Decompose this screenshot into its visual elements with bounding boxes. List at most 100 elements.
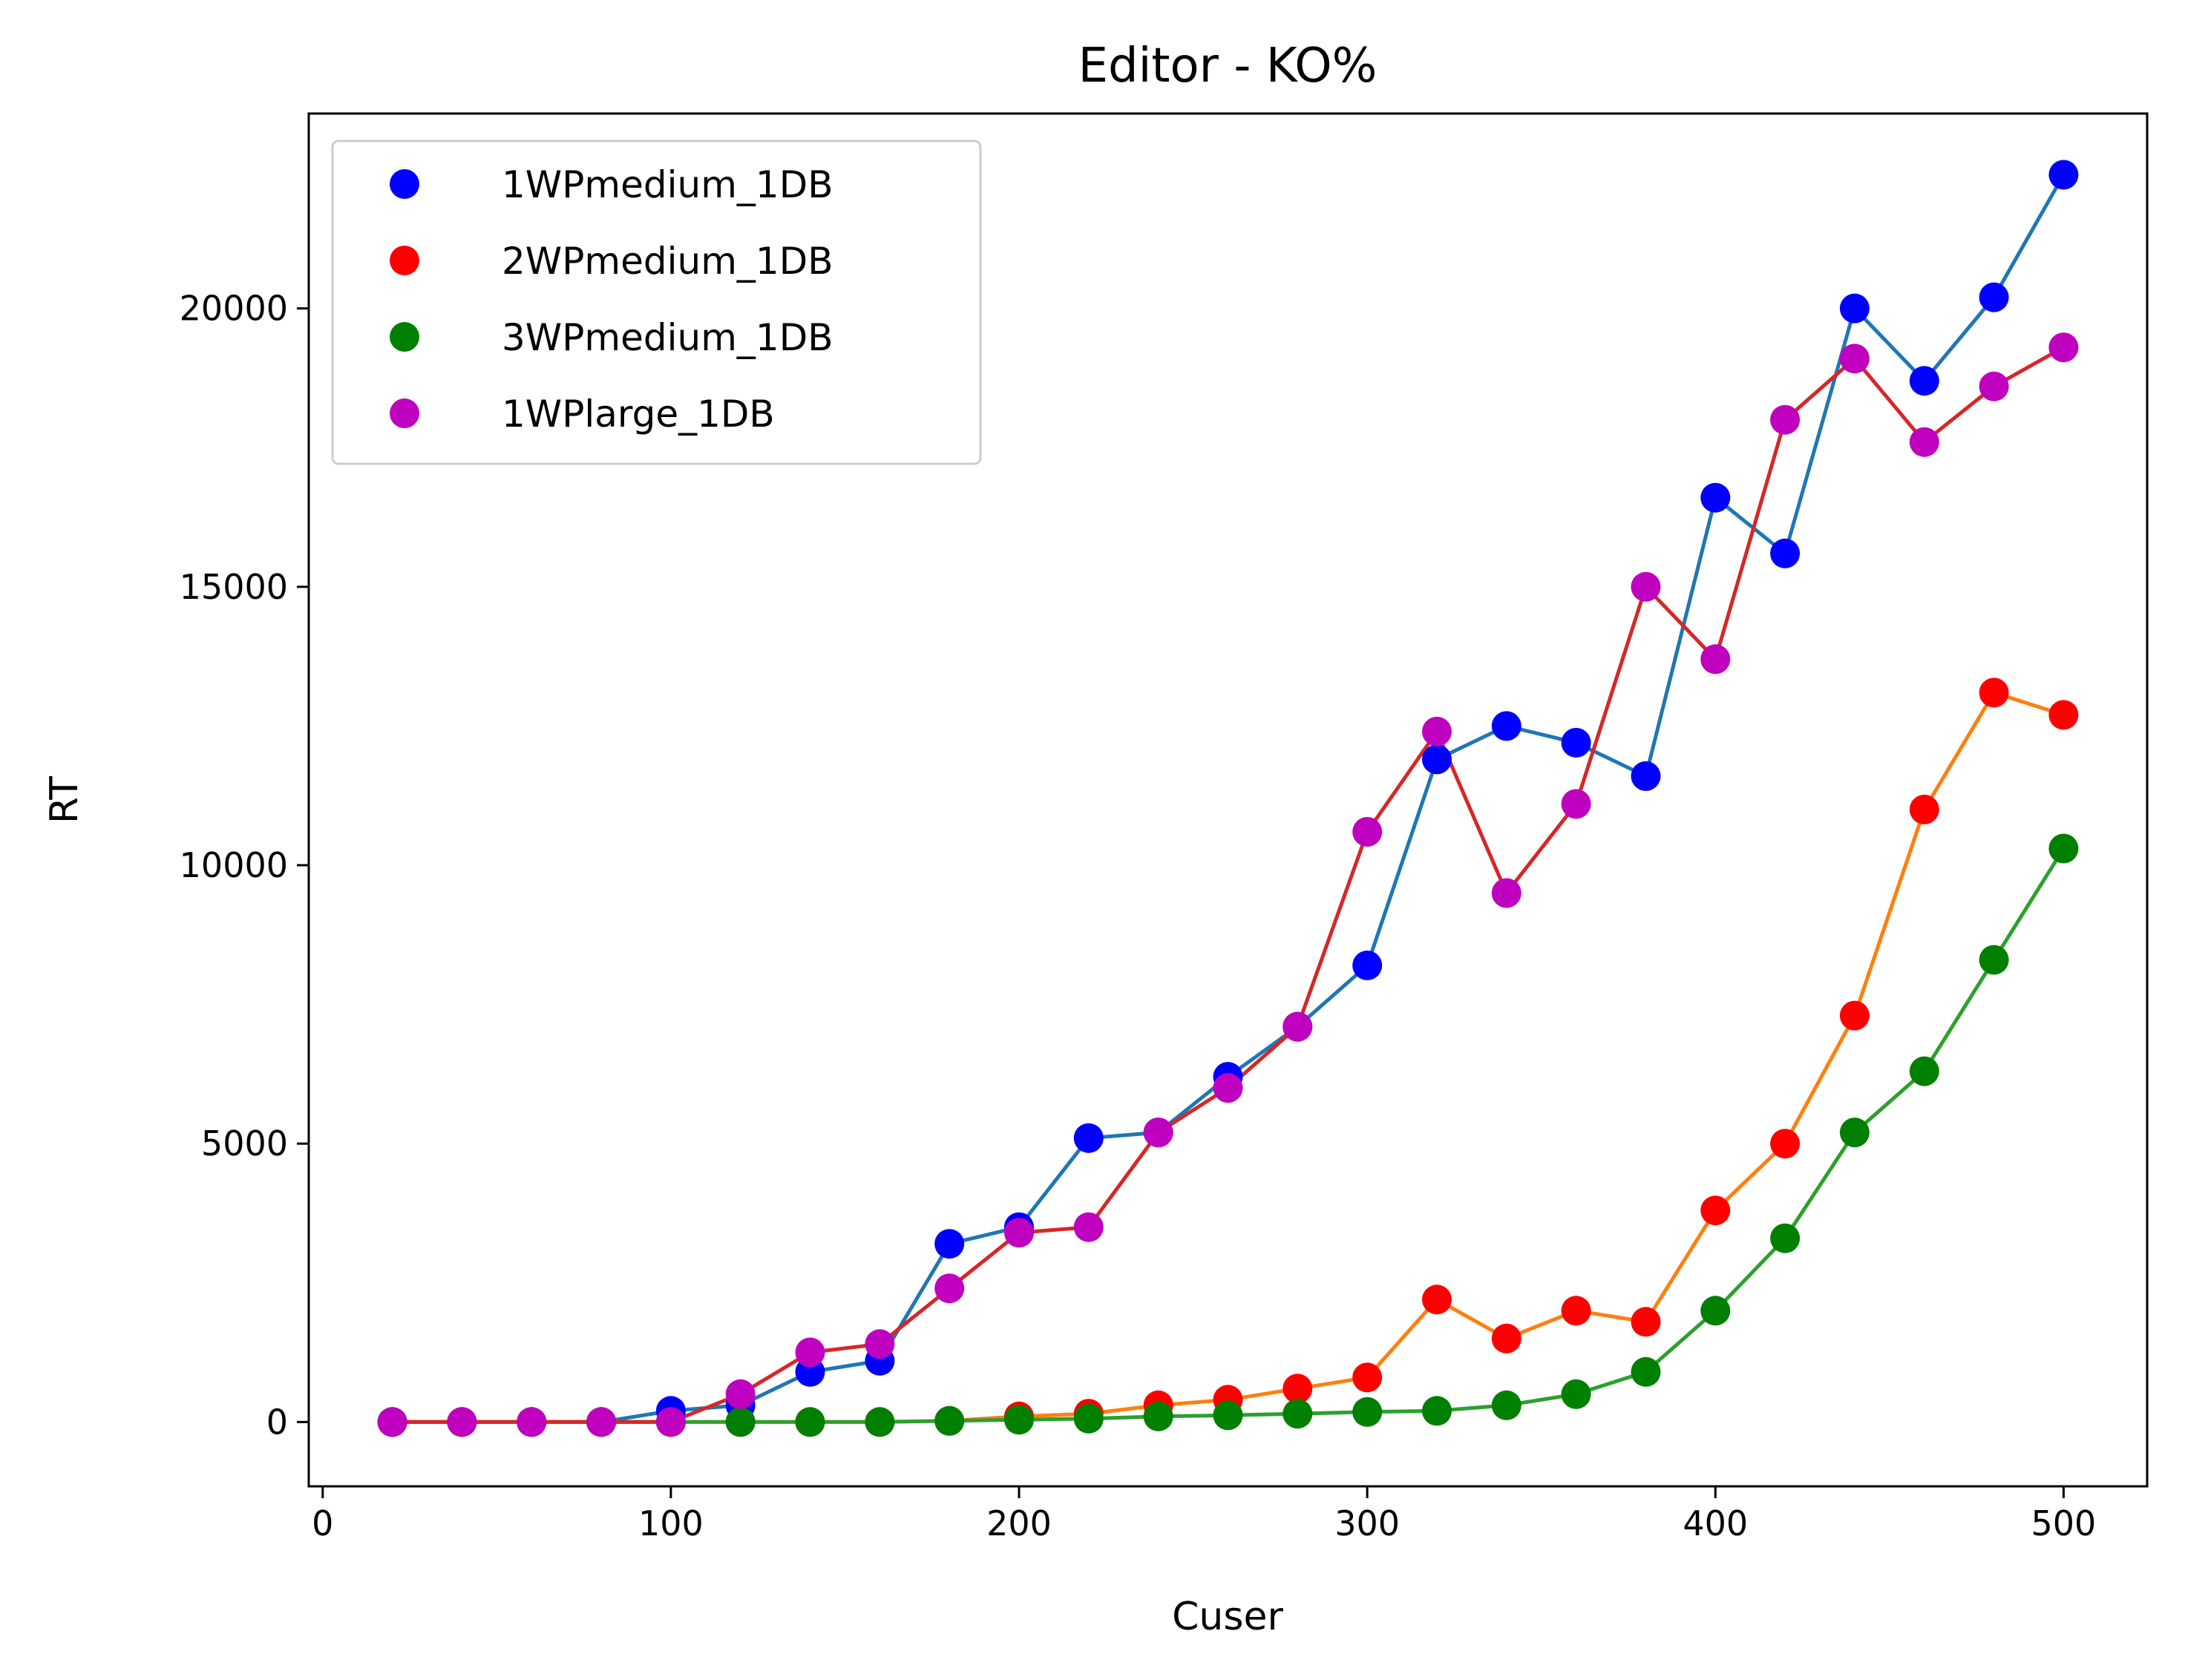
data-point-s4-320 bbox=[1422, 716, 1452, 747]
series-points bbox=[377, 160, 2079, 1437]
y-tick-label-15000: 15000 bbox=[180, 567, 288, 607]
data-point-s3-160 bbox=[865, 1407, 895, 1437]
y-tick-label-5000: 5000 bbox=[201, 1123, 288, 1164]
legend-marker-3 bbox=[390, 322, 419, 352]
data-point-s1-440 bbox=[1839, 293, 1870, 324]
data-point-s2-480 bbox=[1979, 677, 2009, 708]
x-tick-label-300: 300 bbox=[1334, 1503, 1400, 1543]
data-point-s2-440 bbox=[1839, 1000, 1870, 1031]
y-tick-label-0: 0 bbox=[266, 1402, 288, 1442]
data-point-s3-320 bbox=[1422, 1396, 1452, 1426]
x-axis-ticks: 0 100 200 300 400 500 bbox=[312, 1486, 2096, 1543]
data-point-s1-420 bbox=[1770, 538, 1801, 568]
data-point-s4-480 bbox=[1979, 371, 2009, 401]
data-point-s4-80 bbox=[586, 1407, 617, 1437]
data-point-s4-260 bbox=[1213, 1073, 1243, 1103]
data-point-s4-20 bbox=[377, 1407, 407, 1437]
y-axis-label: RT bbox=[42, 776, 87, 824]
y-tick-label-20000: 20000 bbox=[180, 289, 288, 329]
data-point-s2-320 bbox=[1422, 1284, 1452, 1315]
data-point-s2-500 bbox=[2048, 700, 2079, 730]
data-point-s3-300 bbox=[1352, 1397, 1383, 1427]
data-point-s4-100 bbox=[655, 1407, 686, 1437]
data-point-s4-120 bbox=[725, 1379, 756, 1409]
y-axis-ticks: 0 5000 10000 15000 20000 bbox=[180, 289, 309, 1442]
data-point-s1-360 bbox=[1561, 727, 1591, 758]
data-point-s4-240 bbox=[1143, 1118, 1173, 1148]
y-tick-label-10000: 10000 bbox=[180, 845, 288, 885]
data-point-s3-500 bbox=[2048, 833, 2079, 864]
legend-label-3: 3WPmedium_1DB bbox=[502, 316, 833, 359]
data-point-s3-180 bbox=[934, 1405, 965, 1436]
data-point-s4-500 bbox=[2048, 332, 2079, 363]
data-point-s1-460 bbox=[1909, 366, 1939, 396]
data-point-s4-60 bbox=[517, 1407, 547, 1437]
data-point-s1-380 bbox=[1631, 761, 1661, 791]
data-point-s2-420 bbox=[1770, 1129, 1801, 1159]
legend: 1WPmedium_1DB 2WPmedium_1DB 3WPmedium_1DB 1… bbox=[331, 140, 982, 465]
data-point-s3-360 bbox=[1561, 1379, 1591, 1409]
data-point-s4-340 bbox=[1491, 878, 1521, 908]
chart-title: Editor - KO% bbox=[1078, 39, 1378, 93]
data-point-s1-400 bbox=[1700, 482, 1731, 513]
data-point-s2-360 bbox=[1561, 1296, 1591, 1326]
data-point-s1-500 bbox=[2048, 160, 2079, 190]
data-point-s3-140 bbox=[795, 1407, 825, 1437]
legend-marker-2 bbox=[390, 246, 419, 275]
data-point-s3-420 bbox=[1770, 1223, 1801, 1253]
data-point-s4-400 bbox=[1700, 644, 1731, 675]
data-point-s2-460 bbox=[1909, 794, 1939, 824]
legend-label-2: 2WPmedium_1DB bbox=[502, 240, 833, 283]
data-point-s3-200 bbox=[1004, 1405, 1034, 1435]
data-point-s4-160 bbox=[865, 1329, 895, 1359]
data-point-s3-380 bbox=[1631, 1356, 1661, 1387]
data-point-s3-280 bbox=[1282, 1399, 1313, 1429]
x-tick-label-0: 0 bbox=[312, 1503, 333, 1543]
x-tick-label-500: 500 bbox=[2031, 1503, 2097, 1543]
data-point-s3-480 bbox=[1979, 945, 2009, 975]
x-tick-label-100: 100 bbox=[638, 1503, 704, 1543]
legend-marker-1 bbox=[390, 169, 419, 199]
data-point-s3-220 bbox=[1073, 1403, 1104, 1434]
data-point-s1-340 bbox=[1491, 711, 1521, 741]
data-point-s4-40 bbox=[447, 1407, 477, 1437]
data-point-s4-420 bbox=[1770, 404, 1801, 435]
data-point-s4-180 bbox=[934, 1273, 965, 1304]
legend-frame bbox=[331, 140, 982, 465]
data-point-s3-440 bbox=[1839, 1118, 1870, 1148]
data-point-s4-380 bbox=[1631, 571, 1661, 602]
data-point-s4-280 bbox=[1282, 1011, 1313, 1042]
legend-items: 1WPmedium_1DB 2WPmedium_1DB 3WPmedium_1DB 1… bbox=[390, 163, 833, 436]
data-point-s3-340 bbox=[1491, 1390, 1521, 1420]
data-point-s4-220 bbox=[1073, 1212, 1104, 1242]
data-point-s3-120 bbox=[725, 1407, 756, 1437]
data-point-s4-200 bbox=[1004, 1218, 1034, 1248]
legend-label-1: 1WPmedium_1DB bbox=[502, 163, 833, 206]
data-point-s2-280 bbox=[1282, 1374, 1313, 1404]
data-point-s2-340 bbox=[1491, 1323, 1521, 1353]
data-point-s3-460 bbox=[1909, 1056, 1939, 1086]
data-point-s1-480 bbox=[1979, 282, 2009, 312]
x-tick-label-200: 200 bbox=[986, 1503, 1052, 1543]
plot-frame bbox=[307, 112, 2149, 1488]
data-point-s1-220 bbox=[1073, 1123, 1104, 1153]
data-point-s2-380 bbox=[1631, 1307, 1661, 1337]
data-point-s3-240 bbox=[1143, 1401, 1173, 1431]
x-tick-label-400: 400 bbox=[1683, 1503, 1748, 1543]
data-point-s1-180 bbox=[934, 1229, 965, 1259]
data-point-s4-300 bbox=[1352, 817, 1383, 847]
data-point-s4-440 bbox=[1839, 344, 1870, 374]
data-point-s3-400 bbox=[1700, 1296, 1731, 1326]
data-point-s3-260 bbox=[1213, 1400, 1243, 1431]
data-point-s2-400 bbox=[1700, 1195, 1731, 1226]
data-point-s1-320 bbox=[1422, 744, 1452, 775]
x-axis-label: Cuser bbox=[1172, 1595, 1283, 1639]
legend-label-4: 1WPlarge_1DB bbox=[502, 393, 775, 436]
data-point-s4-140 bbox=[795, 1337, 825, 1368]
data-point-s1-300 bbox=[1352, 951, 1383, 980]
data-point-s4-360 bbox=[1561, 789, 1591, 819]
legend-marker-4 bbox=[390, 398, 419, 428]
data-point-s4-460 bbox=[1909, 427, 1939, 457]
data-point-s2-300 bbox=[1352, 1362, 1383, 1393]
